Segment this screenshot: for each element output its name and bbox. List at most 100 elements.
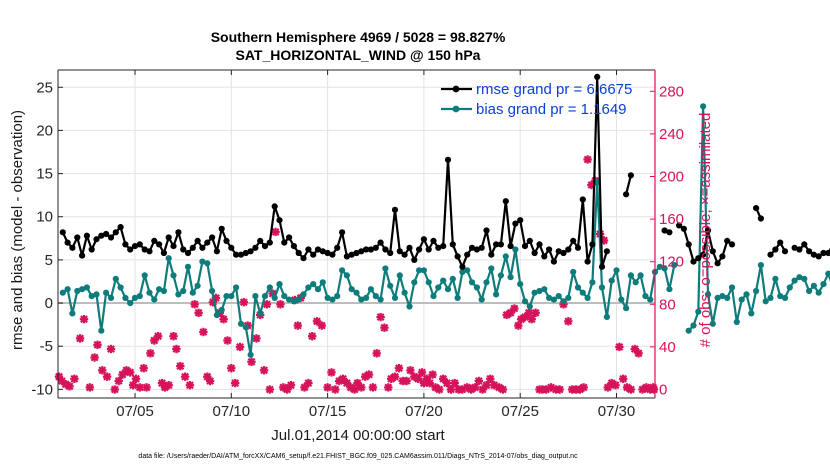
- y-tick-label-left: 25: [36, 79, 53, 96]
- bias-point: [738, 296, 745, 303]
- obs-series: [54, 155, 659, 394]
- bias-point: [290, 298, 297, 305]
- bias-point: [632, 279, 639, 286]
- bias-point: [608, 277, 615, 284]
- bias-point: [295, 296, 302, 303]
- bias-point: [478, 296, 485, 303]
- bias-point: [512, 246, 519, 253]
- obs-marker-stroke: [279, 383, 288, 392]
- obs-point: [164, 381, 173, 390]
- rmse-point: [555, 248, 562, 255]
- data-file-footer: data file: /Users/raeder/DAI/ATM_forcXX/…: [138, 453, 578, 460]
- obs-marker-stroke: [114, 377, 123, 385]
- rmse-point: [781, 248, 789, 255]
- rmse-point: [497, 241, 504, 248]
- legend-marker: [452, 105, 460, 113]
- bias-point: [343, 272, 350, 279]
- plot-area: 07/05 07/10 07/15 07/20 07/25 07/30 -10 -5 0 5 10 1…: [31, 69, 830, 420]
- bias-point: [237, 320, 245, 327]
- bias-point: [252, 293, 259, 300]
- obs-point: [219, 315, 228, 324]
- y-tick-label-left: 5: [45, 252, 53, 269]
- bias-point: [791, 277, 798, 284]
- bias-point: [377, 296, 384, 303]
- bias-point: [642, 293, 649, 300]
- obs-point: [265, 385, 274, 394]
- rmse-point: [377, 239, 384, 246]
- obs-marker-stroke: [90, 353, 99, 362]
- obs-point: [615, 342, 624, 352]
- rmse-point: [314, 246, 322, 253]
- bias-point: [700, 103, 707, 110]
- obs-point: [331, 385, 340, 394]
- y-tick-label-right: 160: [659, 211, 684, 228]
- obs-point: [90, 353, 99, 362]
- rmse-point: [584, 258, 591, 265]
- obs-marker-stroke: [176, 362, 185, 371]
- rmse-point: [59, 229, 66, 236]
- obs-point: [619, 374, 628, 383]
- rmse-point: [131, 243, 139, 250]
- y-axis-label-left: rmse and bias (model - observation): [9, 110, 26, 350]
- obs-marker-stroke: [470, 383, 479, 392]
- rmse-point: [199, 244, 206, 251]
- rmse-point: [194, 237, 201, 244]
- bias-point: [517, 281, 524, 288]
- obs-point: [106, 344, 116, 354]
- rmse-point: [772, 246, 779, 253]
- obs-marker-stroke: [394, 364, 403, 373]
- y-tick-label-right: 0: [659, 381, 667, 398]
- obs-point: [205, 376, 215, 386]
- obs-point: [364, 370, 374, 379]
- obs-marker-stroke: [474, 377, 483, 385]
- obs-point: [450, 378, 459, 388]
- bias-point: [444, 286, 452, 293]
- rmse-point: [825, 249, 830, 257]
- y-axis-label-right: # of obs: o=possible; ×=assimilated: [697, 113, 714, 348]
- bias-point: [406, 303, 413, 310]
- bias-point: [719, 293, 726, 300]
- rmse-point: [801, 241, 808, 248]
- rmse-point: [122, 241, 129, 248]
- bias-point: [136, 293, 143, 300]
- rmse-point: [363, 246, 370, 253]
- bias-point: [300, 291, 307, 298]
- rmse-point: [478, 244, 485, 251]
- bias-point: [536, 287, 543, 295]
- bias-point: [695, 308, 702, 315]
- obs-point: [128, 381, 138, 390]
- bias-point: [507, 274, 514, 281]
- obs-point: [65, 382, 74, 391]
- rmse-point: [724, 237, 731, 244]
- obs-marker-stroke: [323, 383, 332, 392]
- obs-point: [180, 372, 190, 381]
- obs-point: [376, 312, 385, 322]
- obs-marker-stroke: [623, 383, 632, 392]
- bias-point: [387, 282, 394, 289]
- bias-point: [493, 291, 500, 298]
- obs-marker-stroke: [634, 349, 643, 358]
- obs-marker-stroke: [80, 315, 88, 324]
- obs-point: [323, 383, 332, 392]
- obs-point: [150, 336, 159, 345]
- obs-marker-stroke: [317, 321, 326, 330]
- obs-point: [402, 376, 411, 386]
- rmse-point: [180, 246, 187, 253]
- rmse-point: [459, 263, 466, 270]
- rmse-point: [175, 229, 182, 236]
- bias-point: [435, 284, 442, 291]
- rmse-point: [367, 246, 374, 253]
- obs-marker-stroke: [304, 379, 313, 388]
- bias-point: [772, 275, 779, 282]
- bias-point: [531, 289, 538, 296]
- bias-point: [228, 293, 235, 300]
- bias-point: [757, 262, 765, 269]
- obs-marker-stroke: [181, 372, 190, 381]
- obs-point: [342, 378, 352, 388]
- bias-point: [204, 260, 211, 267]
- rmse-point: [310, 251, 317, 258]
- bias-point: [314, 286, 322, 293]
- obs-marker-stroke: [142, 383, 151, 392]
- obs-point: [428, 370, 437, 379]
- rmse-point: [300, 255, 307, 262]
